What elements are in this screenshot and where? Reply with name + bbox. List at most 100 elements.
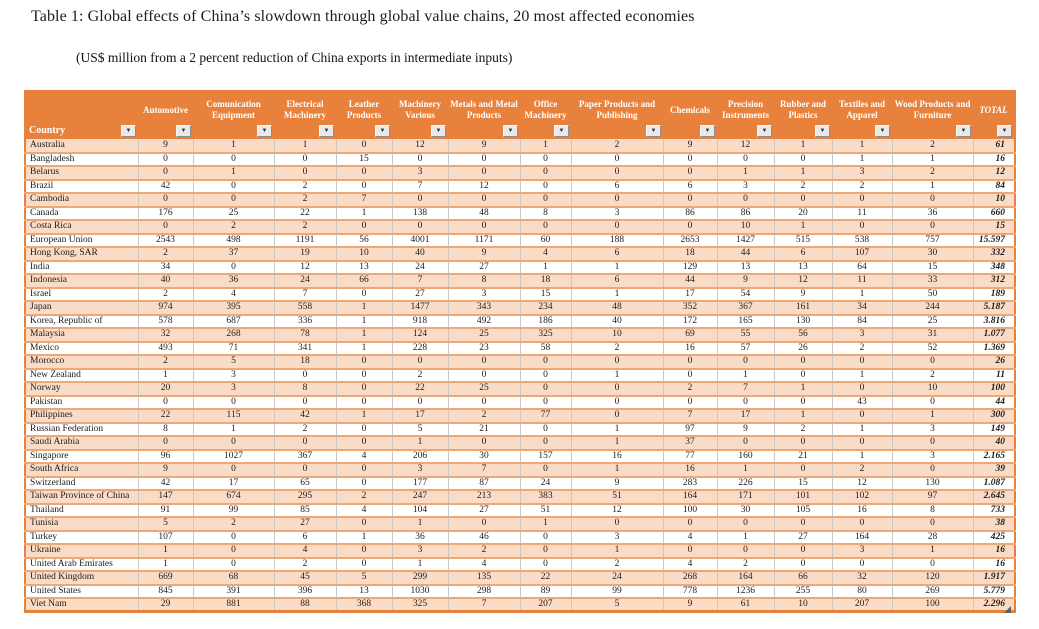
filter-dropdown-icon[interactable]: ▼ [431, 125, 446, 137]
value-cell: 77 [520, 409, 572, 424]
filter-dropdown-icon[interactable]: ▼ [875, 125, 890, 137]
filter-dropdown-icon[interactable]: ▼ [757, 125, 772, 137]
value-cell: 22 [138, 409, 194, 424]
value-cell: 0 [832, 517, 893, 532]
value-cell: 1 [832, 139, 893, 154]
value-cell: 51 [520, 503, 572, 518]
filter-dropdown-icon[interactable]: ▼ [997, 125, 1012, 137]
value-cell: 28 [892, 530, 974, 545]
value-cell: 1 [717, 463, 775, 478]
filter-dropdown-icon[interactable]: ▼ [257, 125, 272, 137]
value-cell: 2 [274, 422, 337, 437]
value-cell: 27 [274, 517, 337, 532]
value-cell: 1 [392, 557, 449, 572]
value-cell: 10 [774, 598, 833, 612]
value-cell: 66 [774, 571, 833, 586]
value-cell: 1 [832, 422, 893, 437]
value-cell: 1 [138, 544, 194, 559]
value-cell: 4 [193, 287, 275, 302]
value-cell: 18 [274, 355, 337, 370]
filter-dropdown-icon[interactable]: ▼ [319, 125, 334, 137]
filter-dropdown-icon[interactable]: ▼ [554, 125, 569, 137]
value-cell: 7 [448, 463, 521, 478]
value-cell: 15 [520, 287, 572, 302]
value-cell: 12 [774, 274, 833, 289]
value-cell: 268 [663, 571, 718, 586]
value-cell: 188 [571, 233, 664, 248]
filter-dropdown-icon[interactable]: ▼ [646, 125, 661, 137]
value-cell: 0 [663, 152, 718, 167]
value-cell: 0 [193, 193, 275, 208]
value-cell: 4 [520, 247, 572, 262]
column-header-textiles-and-apparel: Textiles and Apparel ▼ [832, 91, 892, 139]
value-cell: 0 [520, 463, 572, 478]
value-cell: 1 [336, 341, 393, 356]
total-cell: 12 [973, 166, 1015, 181]
value-cell: 5 [571, 598, 664, 612]
value-cell: 9 [717, 422, 775, 437]
value-cell: 21 [448, 422, 521, 437]
total-cell: 1.917 [973, 571, 1015, 586]
value-cell: 228 [392, 341, 449, 356]
table-row: South Africa 9 0 0 0 3 7 0 1 16 1 0 2 0 39 [25, 463, 1015, 478]
value-cell: 1 [774, 409, 833, 424]
value-cell: 13 [774, 260, 833, 275]
value-cell: 102 [832, 490, 893, 505]
country-cell: Costa Rica [25, 220, 139, 235]
value-cell: 2 [274, 557, 337, 572]
filter-dropdown-icon[interactable]: ▼ [375, 125, 390, 137]
filter-dropdown-icon[interactable]: ▼ [956, 125, 971, 137]
value-cell: 0 [832, 409, 893, 424]
value-cell: 1 [571, 422, 664, 437]
value-cell: 2 [448, 409, 521, 424]
total-cell: 100 [973, 382, 1015, 397]
value-cell: 368 [336, 598, 393, 612]
table-row: Tunisia 5 2 27 0 1 0 1 0 0 0 0 0 0 38 [25, 517, 1015, 532]
value-cell: 69 [663, 328, 718, 343]
column-header-total: TOTAL ▼ [973, 91, 1015, 139]
value-cell: 19 [274, 247, 337, 262]
value-cell: 25 [193, 206, 275, 221]
value-cell: 0 [336, 463, 393, 478]
column-label: Office Machinery [524, 99, 567, 120]
value-cell: 3 [392, 463, 449, 478]
value-cell: 42 [138, 476, 194, 491]
value-cell: 3 [193, 382, 275, 397]
value-cell: 0 [663, 544, 718, 559]
value-cell: 11 [832, 274, 893, 289]
value-cell: 0 [571, 220, 664, 235]
total-cell: 1.087 [973, 476, 1015, 491]
table-row: United States 845 391 396 13 1030 298 89 99 778 12… [25, 584, 1015, 599]
table-row: Turkey 107 0 6 1 36 46 0 3 4 1 27 164 28 425 [25, 530, 1015, 545]
column-header-precision-instruments: Precision Instruments ▼ [717, 91, 774, 139]
total-cell: 2.645 [973, 490, 1015, 505]
filter-dropdown-icon[interactable]: ▼ [503, 125, 518, 137]
value-cell: 45 [274, 571, 337, 586]
value-cell: 0 [520, 368, 572, 383]
value-cell: 3 [571, 206, 664, 221]
column-label: Paper Products and Publishing [578, 99, 656, 120]
value-cell: 12 [392, 139, 449, 154]
value-cell: 0 [274, 463, 337, 478]
value-cell: 343 [448, 301, 521, 316]
value-cell: 325 [392, 598, 449, 612]
value-cell: 0 [892, 557, 974, 572]
value-cell: 12 [717, 139, 775, 154]
filter-dropdown-icon[interactable]: ▼ [176, 125, 191, 137]
value-cell: 0 [774, 436, 833, 451]
value-cell: 299 [392, 571, 449, 586]
value-cell: 97 [663, 422, 718, 437]
value-cell: 0 [392, 193, 449, 208]
value-cell: 283 [663, 476, 718, 491]
value-cell: 4 [336, 449, 393, 464]
value-cell: 0 [832, 193, 893, 208]
filter-dropdown-icon[interactable]: ▼ [815, 125, 830, 137]
value-cell: 2 [832, 179, 893, 194]
value-cell: 107 [832, 247, 893, 262]
column-label: Chemicals [670, 104, 710, 115]
filter-dropdown-icon[interactable]: ▼ [700, 125, 715, 137]
value-cell: 6 [274, 530, 337, 545]
value-cell: 36 [193, 274, 275, 289]
value-cell: 12 [274, 260, 337, 275]
filter-dropdown-icon[interactable]: ▼ [121, 125, 136, 137]
